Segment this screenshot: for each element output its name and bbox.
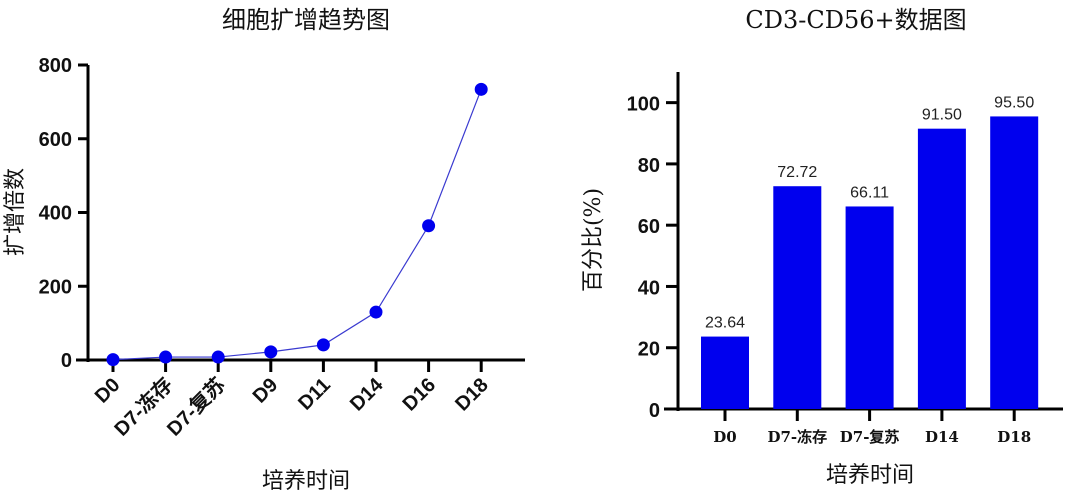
x-tick-label: D9 (249, 374, 283, 408)
data-label: 66.11 (850, 184, 889, 201)
y-tick-label: 60 (638, 216, 660, 238)
x-tick-label: D7-冻存 (767, 428, 827, 446)
bar (990, 116, 1039, 409)
data-point (369, 305, 383, 319)
bar-chart: CD3-CD56+数据图 百分比(%) 培养时间 0 20 40 60 80 100 23.… (581, 6, 1063, 488)
data-point (211, 350, 225, 364)
bar (845, 206, 894, 409)
y-tick-label: 0 (649, 400, 660, 422)
data-point (422, 219, 436, 233)
x-tick-label: D14 (346, 373, 388, 415)
data-point (159, 350, 173, 364)
data-label: 72.72 (777, 164, 817, 181)
x-tick-label: D16 (399, 374, 441, 416)
y-axis-label: 扩增倍数 (3, 168, 28, 256)
y-tick-label: 800 (39, 55, 72, 77)
data-label: 95.50 (994, 94, 1034, 111)
data-point (474, 82, 488, 96)
series-line (112, 89, 482, 361)
y-tick-label: 600 (39, 129, 72, 151)
x-tick-label: D18 (451, 374, 493, 416)
bar (701, 336, 749, 409)
x-tick-label: D11 (294, 374, 335, 415)
x-tick-label: D18 (997, 428, 1031, 446)
x-tick-label: D0 (91, 374, 125, 408)
data-point (264, 345, 278, 359)
chart-title: CD3-CD56+数据图 (745, 6, 966, 34)
x-tick-label: D7-复苏 (162, 373, 230, 441)
x-tick-label: D7-复苏 (840, 428, 900, 446)
data-label: 23.64 (705, 315, 745, 332)
y-tick-label: 80 (638, 155, 660, 177)
data-point (316, 338, 330, 352)
bar (773, 186, 822, 409)
y-tick-label: 40 (638, 277, 660, 299)
x-axis-label: 培养时间 (262, 469, 350, 494)
data-label: 91.50 (922, 107, 962, 124)
y-axis-label: 百分比(%) (581, 188, 606, 292)
y-tick-label: 0 (61, 350, 72, 372)
x-tick-label: D0 (713, 428, 736, 446)
line-chart: 细胞扩增趋势图 扩增倍数 培养时间 0 200 400 600 800 D0D7-冻存D7… (3, 6, 525, 494)
x-axis-label: 培养时间 (826, 463, 914, 488)
data-point (106, 353, 120, 367)
x-tick-label: D7-冻存 (109, 373, 177, 441)
bar (917, 128, 966, 409)
y-tick-label: 20 (638, 339, 660, 361)
x-tick-label: D14 (925, 428, 959, 446)
y-tick-label: 100 (627, 94, 660, 116)
y-tick-label: 400 (39, 203, 72, 225)
y-tick-label: 200 (39, 276, 72, 298)
chart-title: 细胞扩增趋势图 (222, 6, 390, 34)
